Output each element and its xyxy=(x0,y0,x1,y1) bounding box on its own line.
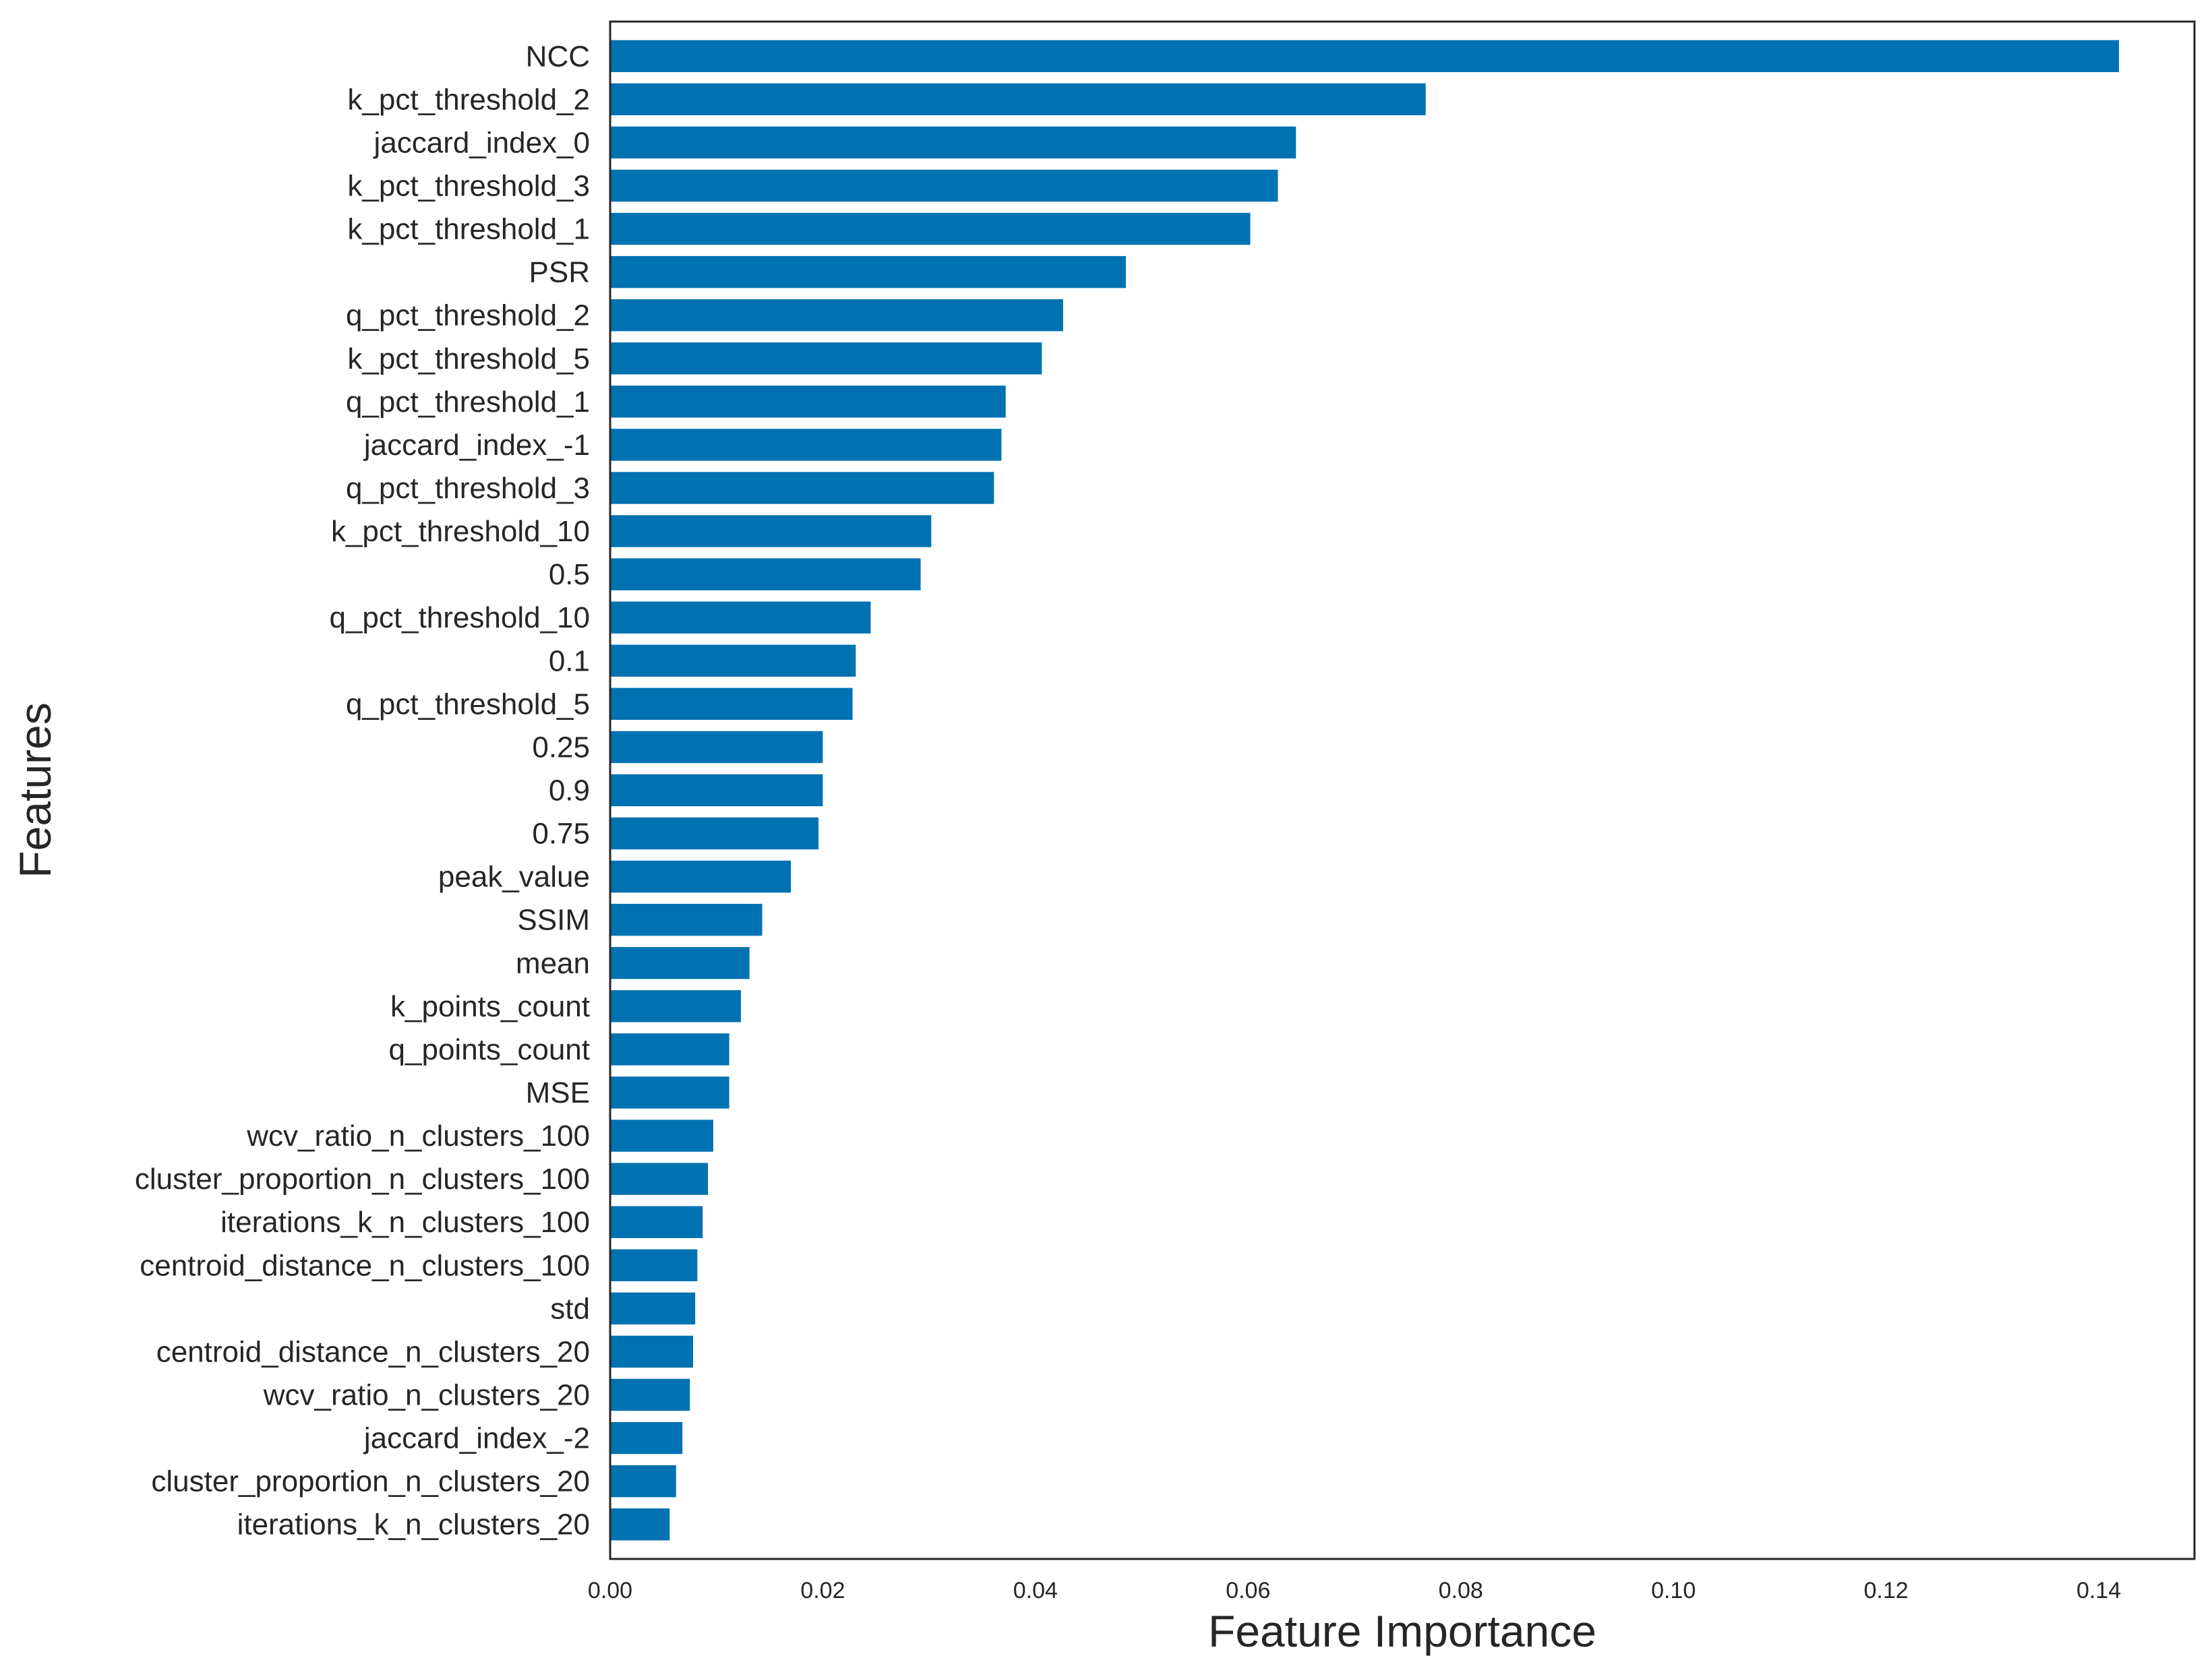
bar xyxy=(610,1120,713,1152)
bar xyxy=(610,212,1251,245)
x-tick-label: 0.10 xyxy=(1651,1578,1696,1603)
bar xyxy=(610,1465,676,1498)
category-label: MSE xyxy=(526,1076,590,1109)
category-label: k_points_count xyxy=(390,990,590,1023)
bar xyxy=(610,83,1426,116)
category-label: 0.9 xyxy=(549,774,590,807)
bar xyxy=(610,1033,729,1066)
category-label: k_pct_threshold_2 xyxy=(347,83,590,116)
plot-frame xyxy=(609,20,2196,1560)
x-tick-label: 0.04 xyxy=(1013,1578,1058,1603)
bar xyxy=(610,558,921,590)
bar xyxy=(610,947,750,979)
category-label: q_pct_threshold_1 xyxy=(346,386,590,419)
category-label: jaccard_index_-1 xyxy=(363,429,590,462)
x-axis-title: Feature Importance xyxy=(1208,1606,1596,1656)
bar xyxy=(610,1076,729,1109)
category-label: mean xyxy=(516,947,590,980)
category-label: wcv_ratio_n_clusters_100 xyxy=(246,1120,590,1153)
x-tick-label: 0.12 xyxy=(1864,1578,1909,1603)
bar xyxy=(610,472,994,504)
bar xyxy=(610,299,1063,332)
bar xyxy=(610,126,1296,159)
category-label: centroid_distance_n_clusters_100 xyxy=(140,1249,590,1282)
bar xyxy=(610,1249,698,1282)
bar xyxy=(610,904,763,936)
bar xyxy=(610,169,1278,202)
bar xyxy=(610,1292,696,1325)
x-tick-label: 0.02 xyxy=(800,1578,845,1603)
category-label: q_points_count xyxy=(389,1033,590,1066)
bar xyxy=(610,1163,709,1195)
bar xyxy=(610,429,1002,461)
bars-group xyxy=(610,40,2120,1541)
category-label: iterations_k_n_clusters_20 xyxy=(237,1508,590,1541)
category-label: cluster_proportion_n_clusters_100 xyxy=(135,1163,590,1196)
bar xyxy=(610,687,853,720)
bar xyxy=(610,774,823,807)
bar xyxy=(610,386,1006,418)
bar xyxy=(610,1378,690,1411)
category-label: k_pct_threshold_5 xyxy=(347,342,590,375)
bar xyxy=(610,1421,683,1454)
bar xyxy=(610,601,871,634)
category-label: q_pct_threshold_2 xyxy=(346,299,590,332)
category-label: std xyxy=(550,1292,590,1325)
x-ticks-group: 0.00 0.02 0.04 0.06 0.08 0.10 0.12 0.14 xyxy=(588,1578,2121,1603)
bar xyxy=(610,644,856,677)
category-label: cluster_proportion_n_clusters_20 xyxy=(151,1465,590,1498)
category-label: q_pct_threshold_5 xyxy=(346,687,590,720)
category-label: 0.75 xyxy=(532,818,590,851)
x-tick-label: 0.06 xyxy=(1226,1578,1270,1603)
bar xyxy=(610,255,1126,288)
bar xyxy=(610,342,1042,375)
category-label: SSIM xyxy=(517,904,590,937)
bar xyxy=(610,1335,694,1368)
category-label: k_pct_threshold_3 xyxy=(347,169,590,202)
bar xyxy=(610,515,932,547)
category-labels-group: NCC k_pct_threshold_2 jaccard_index_0 k_pct… xyxy=(135,40,590,1541)
x-tick-label: 0.08 xyxy=(1439,1578,1483,1603)
category-label: q_pct_threshold_10 xyxy=(329,601,590,634)
bar xyxy=(610,860,791,893)
bar xyxy=(610,1508,670,1541)
category-label: iterations_k_n_clusters_100 xyxy=(220,1206,590,1239)
bar xyxy=(610,731,823,764)
bar xyxy=(610,1206,703,1238)
category-label: PSR xyxy=(529,256,590,289)
category-label: peak_value xyxy=(438,861,590,894)
category-label: wcv_ratio_n_clusters_20 xyxy=(263,1379,590,1412)
category-label: 0.5 xyxy=(549,558,590,591)
bar xyxy=(610,990,741,1022)
category-label: centroid_distance_n_clusters_20 xyxy=(156,1335,590,1368)
category-label: 0.25 xyxy=(532,731,590,764)
category-label: k_pct_threshold_10 xyxy=(331,515,590,548)
bar xyxy=(610,817,819,850)
category-label: 0.1 xyxy=(549,644,590,677)
category-label: jaccard_index_0 xyxy=(373,126,590,159)
y-axis-title: Features xyxy=(10,702,60,878)
category-label: jaccard_index_-2 xyxy=(363,1422,590,1455)
x-tick-label: 0.00 xyxy=(588,1578,632,1603)
category-label: q_pct_threshold_3 xyxy=(346,472,590,505)
category-label: k_pct_threshold_1 xyxy=(347,213,590,246)
bar xyxy=(610,40,2120,72)
category-label: NCC xyxy=(526,40,590,73)
x-tick-label: 0.14 xyxy=(2076,1578,2121,1603)
